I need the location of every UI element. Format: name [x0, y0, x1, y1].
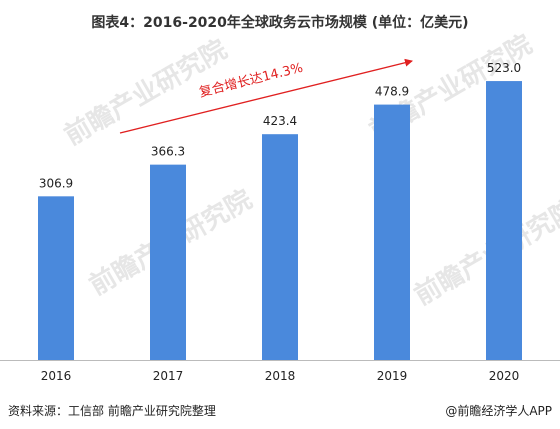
value-label-2019: 478.9 [375, 85, 409, 99]
brand-credit: @前瞻经济学人APP [445, 404, 552, 418]
bar-2018 [262, 134, 298, 360]
bar-2017 [150, 164, 186, 360]
bar-2019 [374, 104, 410, 360]
growth-arrow [119, 58, 413, 134]
source-note: 资料来源：工信部 前瞻产业研究院整理 [8, 404, 216, 418]
bars-group [38, 81, 522, 361]
bar-2016 [38, 196, 74, 360]
chart-title: 图表4：2016-2020年全球政务云市场规模 (单位：亿美元) [91, 15, 469, 31]
value-label-2018: 423.4 [263, 114, 297, 128]
tick-label-2019: 2019 [377, 369, 408, 383]
watermark-text: 前瞻产业研究院 [409, 194, 560, 312]
bar-2020 [486, 81, 522, 361]
value-label-2017: 366.3 [151, 145, 185, 159]
value-label-2016: 306.9 [39, 176, 73, 190]
watermark-layer: 前瞻产业研究院前瞻产业研究院前瞻产业研究院前瞻产业研究院 [59, 29, 560, 312]
tick-label-2017: 2017 [153, 369, 184, 383]
x-axis-tick-labels: 2016 2017 2018 2019 2020 [41, 369, 520, 383]
value-labels-group: 306.9 366.3 423.4 478.9 523.0 [39, 61, 521, 190]
tick-label-2020: 2020 [489, 369, 520, 383]
value-label-2020: 523.0 [487, 61, 521, 75]
tick-label-2018: 2018 [265, 369, 296, 383]
tick-label-2016: 2016 [41, 369, 72, 383]
